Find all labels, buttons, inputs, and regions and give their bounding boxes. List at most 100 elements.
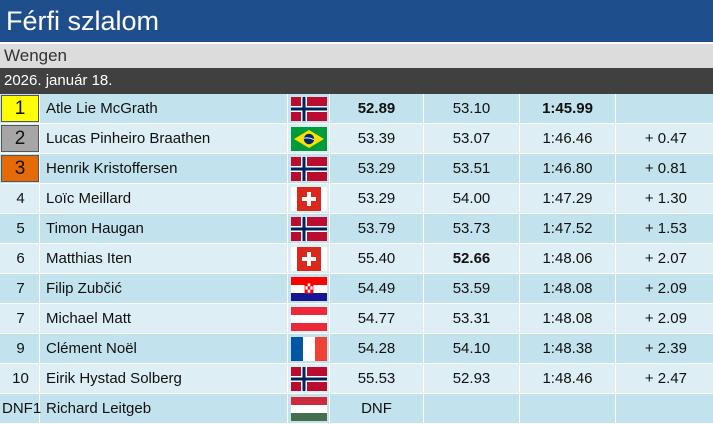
athlete-name: Lucas Pinheiro Braathen — [40, 124, 288, 153]
run1-time: 52.89 — [330, 94, 424, 123]
time-gap: + 2.07 — [644, 250, 687, 267]
flag-cell — [288, 214, 330, 243]
table-row: 3 Henrik Kristoffersen 53.29 53.51 1:46.… — [0, 154, 713, 184]
page-title: Férfi szlalom — [0, 0, 713, 42]
table-row: 1 Atle Lie McGrath 52.89 53.10 1:45.99 — [0, 94, 713, 124]
athlete-name: Richard Leitgeb — [40, 394, 288, 423]
table-row: 5 Timon Haugan 53.79 53.73 1:47.52 + 1.5… — [0, 214, 713, 244]
table-row: DNF1 Richard Leitgeb DNF — [0, 394, 713, 424]
athlete-name: Clément Noël — [40, 334, 288, 363]
time-gap: + 1.53 — [644, 220, 687, 237]
venue-label: Wengen — [0, 44, 713, 68]
rank-number: DNF1 — [0, 394, 41, 423]
norway-flag — [291, 157, 327, 181]
flag-cell — [288, 394, 330, 423]
table-row: 10 Eirik Hystad Solberg 55.53 52.93 1:48… — [0, 364, 713, 394]
total-time: 1:46.80 — [520, 154, 616, 183]
norway-flag — [291, 217, 327, 241]
athlete-name: Matthias Iten — [40, 244, 288, 273]
total-time: 1:48.38 — [520, 334, 616, 363]
table-row: 7 Michael Matt 54.77 53.31 1:48.08 + 2.0… — [0, 304, 713, 334]
athlete-name: Atle Lie McGrath — [40, 94, 288, 123]
rank-number: 9 — [0, 334, 40, 363]
run2-time: 53.31 — [424, 304, 520, 333]
time-gap: + 0.81 — [644, 160, 687, 177]
flag-cell — [288, 244, 330, 273]
norway-flag — [291, 97, 327, 121]
table-row: 4 Loïc Meillard 53.29 54.00 1:47.29 + 1.… — [0, 184, 713, 214]
medal-badge: 3 — [1, 155, 39, 182]
total-time: 1:48.08 — [520, 274, 616, 303]
rank-cell: 2 — [0, 124, 40, 153]
athlete-name: Eirik Hystad Solberg — [40, 364, 288, 393]
flag-cell — [288, 334, 330, 363]
run1-time: 54.49 — [330, 274, 424, 303]
total-time: 1:47.52 — [520, 214, 616, 243]
table-row: 2 Lucas Pinheiro Braathen 53.39 53.07 1:… — [0, 124, 713, 154]
total-time — [520, 394, 616, 423]
time-gap — [616, 94, 713, 123]
table-row: 9 Clément Noël 54.28 54.10 1:48.38 + 2.3… — [0, 334, 713, 364]
time-gap: + 2.39 — [644, 340, 687, 357]
time-gap: + 0.47 — [644, 130, 687, 147]
brazil-flag — [291, 127, 327, 151]
athlete-name: Michael Matt — [40, 304, 288, 333]
run2-time: 52.66 — [424, 244, 520, 273]
run2-time: 53.10 — [424, 94, 520, 123]
flag-cell — [288, 364, 330, 393]
run2-time: 53.59 — [424, 274, 520, 303]
flag-cell — [288, 304, 330, 333]
athlete-name: Timon Haugan — [40, 214, 288, 243]
run1-time: 54.77 — [330, 304, 424, 333]
rank-number: 6 — [0, 244, 40, 273]
table-row: 6 Matthias Iten 55.40 52.66 1:48.06 + 2.… — [0, 244, 713, 274]
time-gap: + 2.09 — [644, 280, 687, 297]
flag-cell — [288, 94, 330, 123]
run2-time: 54.00 — [424, 184, 520, 213]
run2-time: 53.51 — [424, 154, 520, 183]
austria-flag — [291, 307, 327, 331]
rank-cell: 3 — [0, 154, 40, 183]
time-gap: + 2.09 — [644, 310, 687, 327]
flag-cell — [288, 184, 330, 213]
rank-cell: 1 — [0, 94, 40, 123]
rank-number: 5 — [0, 214, 40, 243]
total-time: 1:47.29 — [520, 184, 616, 213]
total-time: 1:48.46 — [520, 364, 616, 393]
rank-number: 7 — [0, 304, 40, 333]
total-time: 1:48.06 — [520, 244, 616, 273]
run1-time: 53.29 — [330, 184, 424, 213]
switzerland-flag — [291, 247, 327, 271]
total-time: 1:46.46 — [520, 124, 616, 153]
total-time: 1:45.99 — [520, 94, 616, 123]
run2-time: 52.93 — [424, 364, 520, 393]
croatia-flag — [291, 277, 327, 301]
norway-flag — [291, 367, 327, 391]
run1-time: 55.53 — [330, 364, 424, 393]
total-time: 1:48.08 — [520, 304, 616, 333]
medal-badge: 2 — [1, 125, 39, 152]
france-flag — [291, 337, 327, 361]
medal-badge: 1 — [1, 95, 39, 122]
results-table: 1 Atle Lie McGrath 52.89 53.10 1:45.99 2… — [0, 94, 713, 424]
run1-time: 53.39 — [330, 124, 424, 153]
flag-cell — [288, 154, 330, 183]
rank-number: 7 — [0, 274, 40, 303]
run1-time: 53.79 — [330, 214, 424, 243]
date-label: 2026. január 18. — [0, 68, 713, 94]
run2-time: 53.07 — [424, 124, 520, 153]
time-gap: + 1.30 — [644, 190, 687, 207]
run2-time: 54.10 — [424, 334, 520, 363]
run2-time — [424, 394, 520, 423]
run1-time: 54.28 — [330, 334, 424, 363]
rank-number: 10 — [0, 364, 40, 393]
run1-time: DNF — [330, 394, 424, 423]
athlete-name: Filip Zubčić — [40, 274, 288, 303]
athlete-name: Loïc Meillard — [40, 184, 288, 213]
hungary-flag — [291, 397, 327, 421]
time-gap: + 2.47 — [644, 370, 687, 387]
flag-cell — [288, 274, 330, 303]
rank-number: 4 — [0, 184, 40, 213]
athlete-name: Henrik Kristoffersen — [40, 154, 288, 183]
